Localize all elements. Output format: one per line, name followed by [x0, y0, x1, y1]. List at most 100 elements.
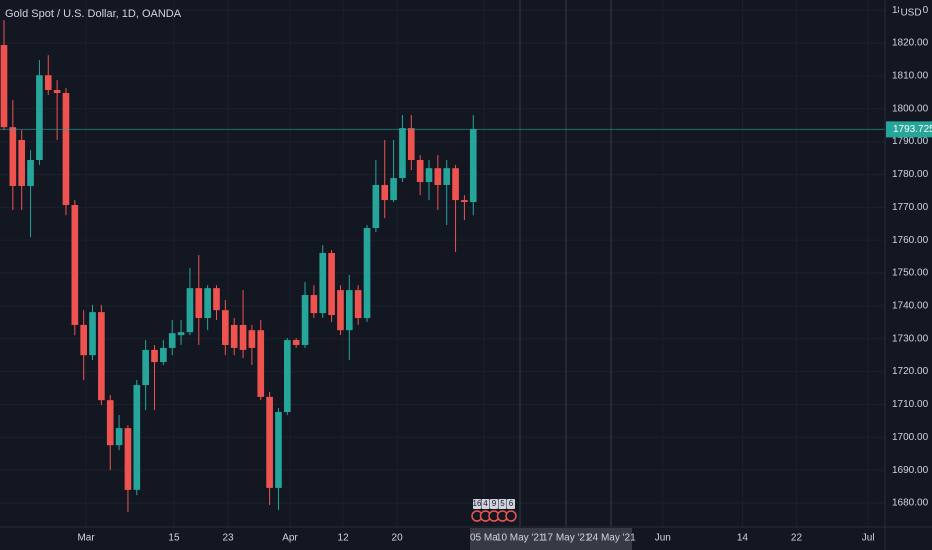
y-tick-label: 1770.00: [892, 202, 929, 213]
y-tick-label: 1780.00: [892, 169, 929, 180]
event-label: 5: [500, 499, 505, 508]
x-tick-label: Jun: [655, 533, 671, 544]
candle-body: [71, 205, 79, 325]
y-tick-label: 1810.00: [892, 71, 929, 82]
x-tick-label: 20: [392, 533, 404, 544]
x-tick-label: 05 Ma: [470, 533, 498, 544]
candle-body: [142, 349, 149, 386]
candle-body: [257, 330, 265, 397]
x-tick-label: 10 May '21: [496, 533, 545, 544]
candle-body: [124, 428, 132, 490]
event-label: 6: [509, 499, 514, 508]
event-badge: [498, 499, 507, 509]
candle-body: [292, 340, 300, 345]
x-tick-label: 12: [338, 533, 350, 544]
x-tick-label: 17 May '21: [542, 533, 591, 544]
x-tick-label: 24 May '21: [587, 533, 636, 544]
y-tick-label: 1820.00: [892, 38, 929, 49]
candle-body: [328, 252, 335, 316]
candle-body: [204, 288, 211, 319]
candle-body: [44, 75, 52, 91]
candle-body: [310, 295, 318, 314]
candle-body: [230, 324, 238, 348]
y-tick-label: 1710.00: [892, 399, 929, 410]
event-label: 9: [492, 499, 497, 508]
candle-body: [133, 385, 141, 490]
axes: 1680.00 1690.00 1700.00 1710.00 1720.00 1730.…: [77, 5, 932, 544]
candle-body: [266, 396, 273, 488]
candle-body: [160, 347, 167, 363]
currency-box[interactable]: [899, 4, 923, 21]
candle-body: [372, 184, 380, 229]
event-marker: [505, 510, 517, 522]
candles: [0, 20, 885, 512]
candle-body: [469, 129, 477, 203]
event-badge: [490, 499, 498, 509]
candle-body: [337, 290, 344, 331]
grid-layer: [0, 0, 885, 527]
candle-body: [461, 200, 468, 203]
candle-body: [452, 168, 459, 201]
candle-body: [434, 168, 442, 185]
candle-body: [407, 128, 415, 161]
candle-body: [115, 428, 123, 446]
event-badge: [507, 499, 515, 509]
candle-body: [284, 340, 291, 413]
candle-body: [239, 324, 247, 350]
candle-body: [363, 228, 371, 319]
x-tick-label: Mar: [77, 533, 95, 544]
candle-body: [345, 290, 353, 331]
candle-body: [18, 139, 26, 186]
candle-body: [9, 127, 17, 186]
candle-body: [89, 312, 96, 356]
currency[interactable]: USD: [900, 8, 921, 19]
last-price-box: [886, 121, 932, 138]
candle-body: [27, 160, 34, 186]
y-tick-label: 1800.00: [892, 103, 929, 114]
time-range-highlight: [470, 528, 632, 550]
candle-body: [301, 295, 309, 345]
y-tick-label: 1740.00: [892, 301, 929, 312]
event-badge: [473, 499, 481, 509]
candle-body: [186, 288, 194, 333]
candle-body: [36, 75, 43, 161]
x-tick-label: 23: [222, 533, 234, 544]
candle-body: [248, 330, 256, 348]
event-badge: [481, 499, 490, 509]
candle-body: [390, 178, 397, 201]
y-tick-label: 1750.00: [892, 268, 929, 279]
candle-body: [399, 128, 406, 179]
candle-body: [443, 168, 451, 185]
candle-body: [98, 312, 105, 401]
candle-body: [151, 349, 158, 363]
last-price-label: 1793.725: [893, 124, 932, 135]
y-tick-label: 1760.00: [892, 235, 929, 246]
candle-body: [319, 252, 327, 314]
candle-body: [213, 288, 220, 311]
candle-body: [425, 168, 433, 183]
chart-title: Gold Spot / U.S. Dollar, 1D, OANDA: [5, 8, 182, 20]
y-tick-label: 1790.00: [892, 136, 929, 147]
y-tick-label: 1690.00: [892, 465, 929, 476]
candle-body: [275, 412, 282, 488]
y-tick-label: 1700.00: [892, 432, 929, 443]
x-tick-label: 22: [791, 533, 803, 544]
candle-body: [177, 332, 185, 336]
candle-body: [106, 400, 114, 446]
candle-body: [80, 324, 87, 356]
event-label: 4: [483, 499, 488, 508]
candle-body: [53, 90, 61, 93]
y-tick-label: 1730.00: [892, 333, 929, 344]
x-tick-label: Apr: [282, 533, 298, 544]
y-tick-label: 1720.00: [892, 366, 929, 377]
x-tick-label: 15: [168, 533, 180, 544]
x-tick-label: 14: [737, 533, 749, 544]
y-tick-label: 1680.00: [892, 498, 929, 509]
candle-body: [381, 184, 389, 201]
event-label: 16: [473, 499, 482, 508]
candle-body: [168, 333, 176, 348]
candle-body: [222, 310, 229, 345]
